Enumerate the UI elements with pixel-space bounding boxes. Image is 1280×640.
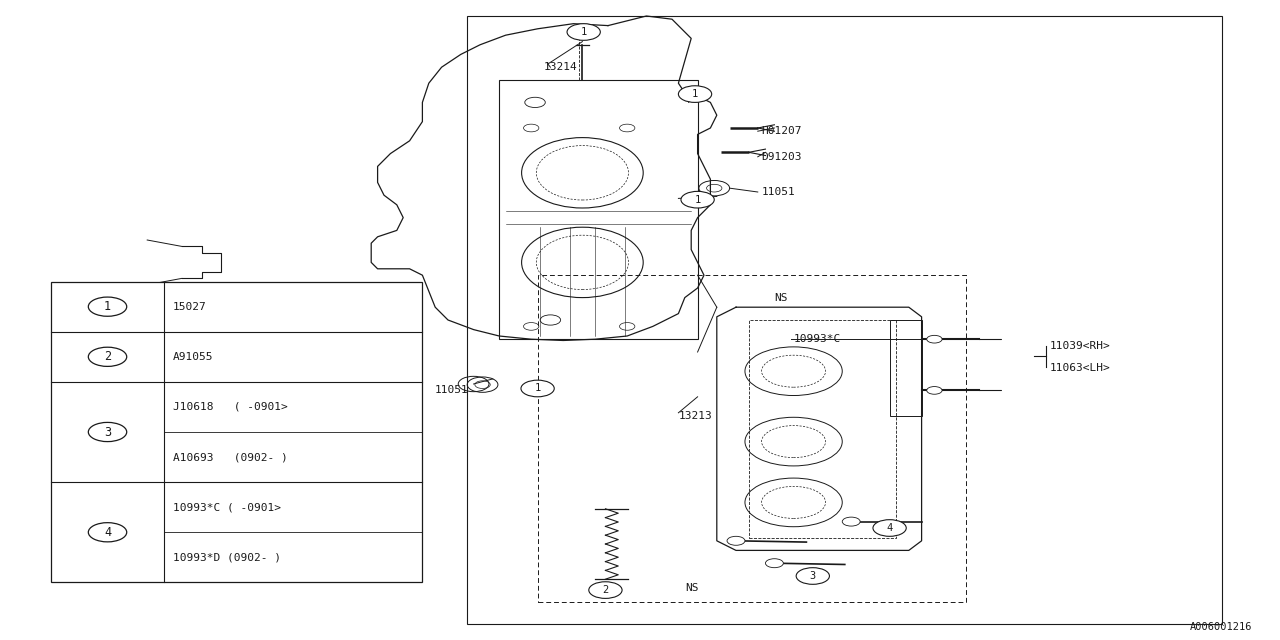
Circle shape — [681, 191, 714, 208]
Circle shape — [678, 86, 712, 102]
Bar — [499, 80, 698, 339]
Text: 1: 1 — [692, 89, 698, 99]
Text: A91055: A91055 — [173, 352, 214, 362]
Text: D91203: D91203 — [762, 152, 803, 162]
Bar — [51, 282, 422, 582]
Text: 13214: 13214 — [544, 62, 577, 72]
Circle shape — [88, 297, 127, 316]
Text: 2: 2 — [603, 585, 608, 595]
Circle shape — [796, 568, 829, 584]
Text: 11063<LH>: 11063<LH> — [1050, 363, 1110, 373]
Circle shape — [521, 380, 554, 397]
Text: 2: 2 — [104, 350, 111, 364]
Text: 1: 1 — [581, 27, 586, 37]
Circle shape — [567, 24, 600, 40]
Text: A10693   (0902- ): A10693 (0902- ) — [173, 452, 288, 462]
Bar — [538, 275, 966, 602]
Circle shape — [88, 347, 127, 367]
Circle shape — [88, 422, 127, 442]
Circle shape — [927, 387, 942, 394]
Circle shape — [873, 520, 906, 536]
Text: 4: 4 — [104, 526, 111, 539]
Text: 15027: 15027 — [173, 301, 206, 312]
Text: 11051: 11051 — [435, 385, 468, 396]
Text: 1: 1 — [104, 300, 111, 313]
Circle shape — [88, 523, 127, 542]
Text: 3: 3 — [810, 571, 815, 581]
Bar — [749, 320, 896, 538]
Text: H01207: H01207 — [762, 126, 803, 136]
Bar — [890, 320, 922, 416]
Circle shape — [765, 559, 783, 568]
Circle shape — [927, 335, 942, 343]
Text: 10993*C ( -0901>: 10993*C ( -0901> — [173, 502, 280, 512]
Text: 10993*D (0902- ): 10993*D (0902- ) — [173, 552, 280, 563]
Text: 4: 4 — [887, 523, 892, 533]
Text: 10993*C: 10993*C — [794, 334, 841, 344]
Text: 1: 1 — [535, 383, 540, 394]
Text: NS: NS — [685, 582, 699, 593]
Bar — [467, 16, 1222, 624]
Text: 11051: 11051 — [762, 187, 795, 197]
Text: 13213: 13213 — [678, 411, 712, 421]
Circle shape — [589, 582, 622, 598]
Text: FRONT: FRONT — [209, 334, 251, 344]
Text: 3: 3 — [104, 426, 111, 438]
Text: 11039<RH>: 11039<RH> — [1050, 340, 1110, 351]
Circle shape — [842, 517, 860, 526]
Circle shape — [727, 536, 745, 545]
Text: NS: NS — [774, 292, 788, 303]
Text: A006001216: A006001216 — [1189, 622, 1252, 632]
Text: J10618   ( -0901>: J10618 ( -0901> — [173, 402, 288, 412]
Text: 1: 1 — [695, 195, 700, 205]
